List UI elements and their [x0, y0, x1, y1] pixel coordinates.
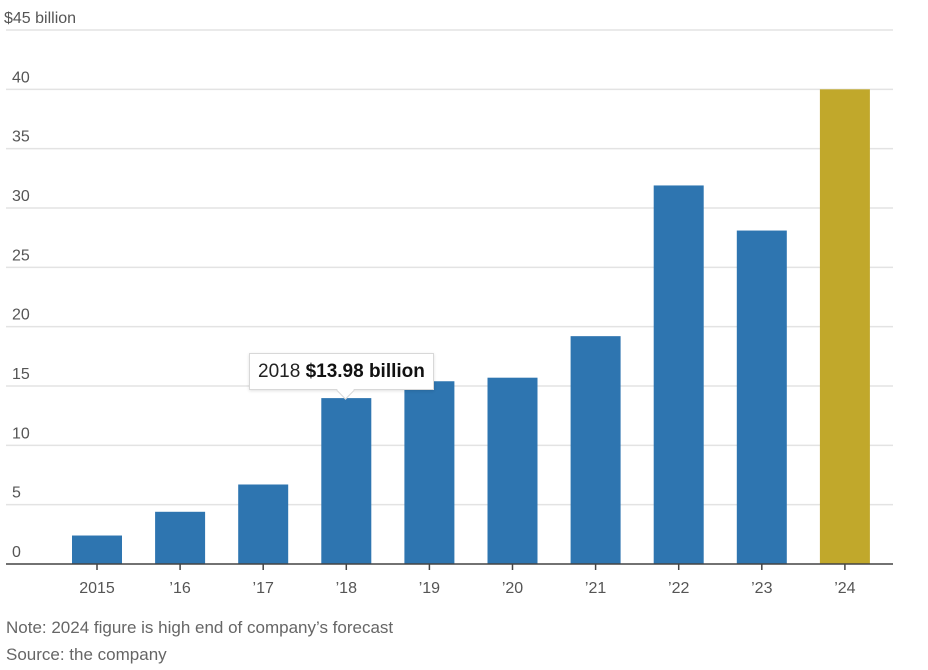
y-tick-label: 35	[12, 129, 30, 146]
bar-9[interactable]	[819, 89, 870, 564]
tooltip-label: 2018	[258, 361, 301, 382]
gridlines	[6, 29, 893, 506]
bar-tooltip: 2018 $13.98 billion	[249, 353, 434, 390]
x-tick-label: 2015	[79, 580, 115, 597]
x-tick-label: ’18	[336, 580, 357, 597]
bar-8[interactable]	[736, 230, 787, 564]
y-tick-label: 40	[12, 69, 30, 86]
y-tick-label: 10	[12, 425, 30, 442]
y-tick-label: 20	[12, 307, 30, 324]
bar-1[interactable]	[155, 511, 206, 564]
x-tick-label: ’23	[751, 580, 772, 597]
bar-2[interactable]	[238, 484, 289, 564]
x-tick-label: ’20	[502, 580, 523, 597]
bar-chart: 0 5 10 15 20 25 30 35 40 $45 billion 2015 ’16 ’17 ’1…	[4, 10, 893, 597]
bar-3[interactable]	[321, 398, 372, 564]
x-tick-label: ’24	[834, 580, 855, 597]
y-tick-label: 15	[12, 366, 30, 383]
x-axis-labels: 2015 ’16 ’17 ’18 ’19 ’20 ’21 ’22 ’23 ’24	[79, 580, 855, 597]
y-tick-label: 0	[12, 544, 21, 561]
bar-5[interactable]	[487, 377, 538, 564]
y-tick-label: 30	[12, 188, 30, 205]
x-axis-ticks	[96, 564, 846, 570]
chart-note: Note: 2024 figure is high end of company…	[6, 618, 394, 637]
x-tick-label: ’17	[253, 580, 274, 597]
y-tick-label: 25	[12, 247, 30, 264]
x-tick-label: ’19	[419, 580, 440, 597]
y-axis-unit-label: $45 billion	[4, 10, 76, 27]
y-tick-label: 5	[12, 485, 21, 502]
bar-0[interactable]	[72, 535, 122, 564]
bar-6[interactable]	[570, 336, 621, 564]
chart-source: Source: the company	[6, 645, 167, 664]
x-tick-label: ’21	[585, 580, 606, 597]
y-axis-labels: 0 5 10 15 20 25 30 35 40 $45 billion	[4, 10, 76, 561]
bar-7[interactable]	[653, 185, 704, 564]
x-tick-label: ’16	[169, 580, 190, 597]
bar-4[interactable]	[404, 381, 455, 564]
x-tick-label: ’22	[668, 580, 689, 597]
tooltip-value: $13.98 billion	[305, 361, 425, 382]
bars	[72, 89, 870, 564]
